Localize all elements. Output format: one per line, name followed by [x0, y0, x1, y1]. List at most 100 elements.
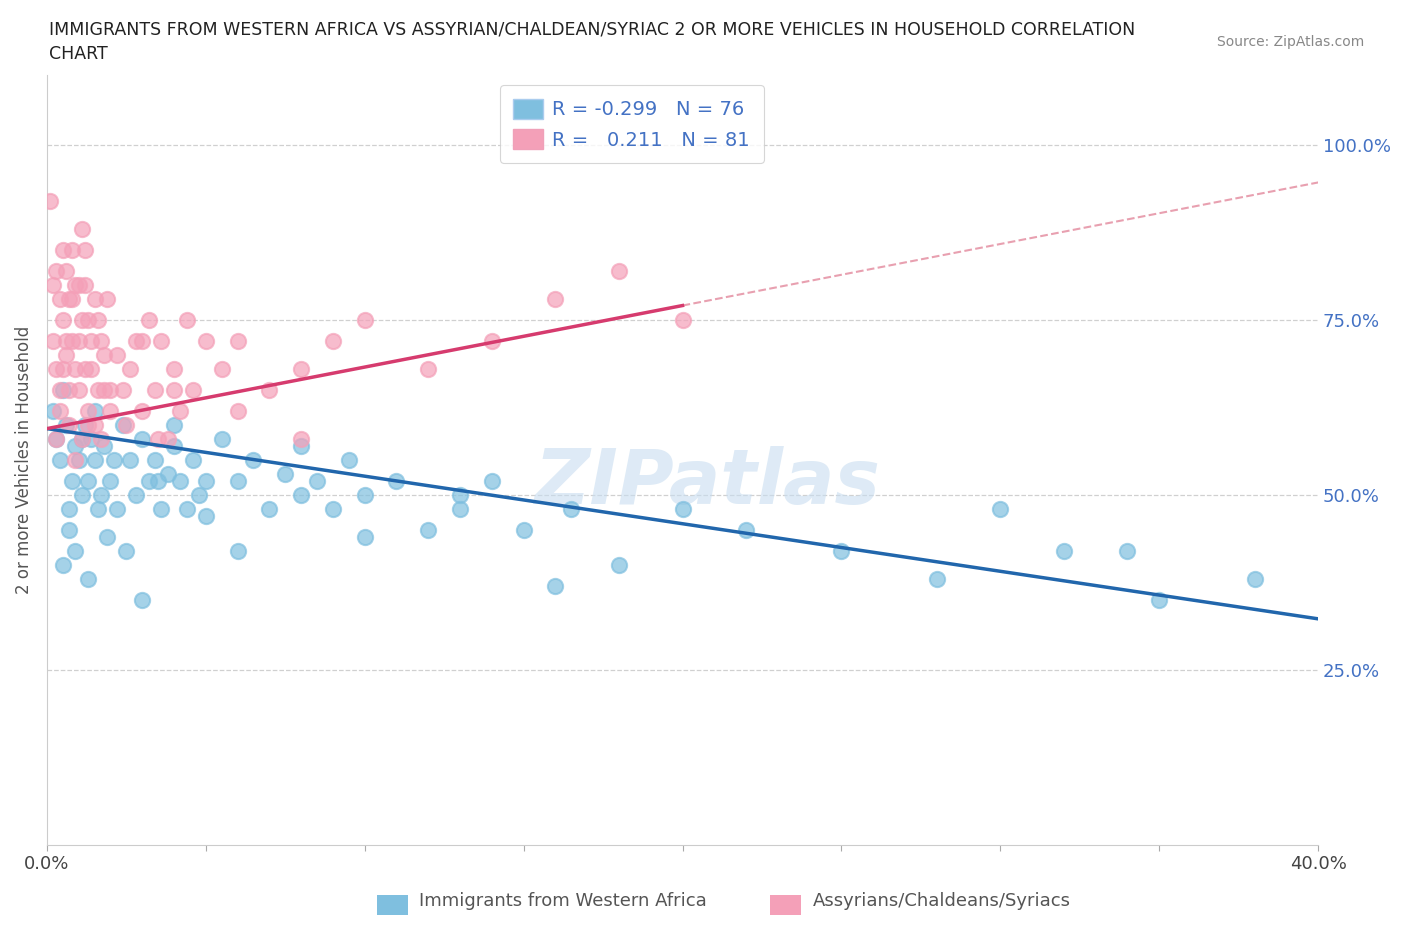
Point [131, 334, 153, 349]
Point [58, 418, 80, 432]
Legend: R = -0.299   N = 76, R =   0.211   N = 81: R = -0.299 N = 76, R = 0.211 N = 81 [499, 86, 763, 163]
Point [39, 193, 62, 208]
Point [188, 487, 211, 502]
Point [45, 432, 67, 446]
Point [93, 348, 115, 363]
Point [544, 292, 567, 307]
Point [138, 312, 160, 327]
Point [290, 487, 312, 502]
Point [83, 292, 105, 307]
Point [131, 432, 153, 446]
Point [42, 404, 65, 418]
Point [1116, 543, 1139, 558]
Point [70, 432, 93, 446]
Point [1243, 572, 1265, 587]
Point [131, 404, 153, 418]
Point [96, 529, 118, 544]
Point [90, 487, 112, 502]
Text: ZIPatlas: ZIPatlas [534, 446, 882, 520]
Point [80, 362, 103, 377]
Point [70, 222, 93, 237]
Point [150, 501, 173, 516]
Point [353, 529, 375, 544]
Point [77, 572, 100, 587]
Point [322, 501, 344, 516]
Point [226, 334, 249, 349]
Point [194, 473, 217, 488]
Point [87, 501, 110, 516]
Point [48, 453, 70, 468]
Point [65, 543, 87, 558]
Text: CHART: CHART [49, 45, 108, 62]
Point [305, 473, 328, 488]
Point [60, 292, 83, 307]
Point [80, 334, 103, 349]
Point [671, 312, 693, 327]
Point [73, 243, 96, 258]
Point [146, 432, 169, 446]
Point [58, 383, 80, 398]
Point [45, 362, 67, 377]
Point [259, 383, 281, 398]
Point [58, 523, 80, 538]
Point [156, 432, 179, 446]
Point [83, 453, 105, 468]
Point [481, 334, 503, 349]
Point [87, 383, 110, 398]
Point [100, 383, 122, 398]
Point [73, 278, 96, 293]
Point [55, 264, 77, 279]
Point [259, 501, 281, 516]
Point [52, 383, 75, 398]
Point [73, 418, 96, 432]
Point [290, 362, 312, 377]
Point [226, 404, 249, 418]
Point [242, 453, 264, 468]
Point [58, 501, 80, 516]
Text: IMMIGRANTS FROM WESTERN AFRICA VS ASSYRIAN/CHALDEAN/SYRIAC 2 OR MORE VEHICLES IN: IMMIGRANTS FROM WESTERN AFRICA VS ASSYRI… [49, 20, 1136, 38]
Point [67, 278, 90, 293]
Point [65, 362, 87, 377]
Point [65, 439, 87, 454]
Point [194, 509, 217, 524]
Point [48, 292, 70, 307]
Point [481, 473, 503, 488]
Point [337, 453, 360, 468]
Point [90, 334, 112, 349]
Point [103, 453, 125, 468]
Point [100, 404, 122, 418]
Point [163, 439, 186, 454]
Point [118, 453, 141, 468]
Y-axis label: 2 or more Vehicles in Household: 2 or more Vehicles in Household [15, 326, 32, 594]
Point [163, 418, 186, 432]
Point [560, 501, 582, 516]
Point [45, 264, 67, 279]
Point [65, 453, 87, 468]
Point [77, 473, 100, 488]
Point [169, 404, 191, 418]
Point [48, 404, 70, 418]
Point [42, 278, 65, 293]
Point [449, 487, 471, 502]
Point [77, 312, 100, 327]
Point [77, 418, 100, 432]
Point [131, 592, 153, 607]
Point [70, 312, 93, 327]
Point [115, 418, 138, 432]
Point [45, 432, 67, 446]
Point [125, 487, 148, 502]
Text: Source: ZipAtlas.com: Source: ZipAtlas.com [1216, 35, 1364, 49]
Point [93, 439, 115, 454]
Point [607, 264, 630, 279]
Point [52, 362, 75, 377]
Point [385, 473, 408, 488]
Point [176, 312, 198, 327]
Point [150, 334, 173, 349]
Point [100, 473, 122, 488]
Point [290, 439, 312, 454]
Point [146, 473, 169, 488]
Point [163, 362, 186, 377]
Point [83, 404, 105, 418]
Point [211, 362, 233, 377]
Point [48, 383, 70, 398]
